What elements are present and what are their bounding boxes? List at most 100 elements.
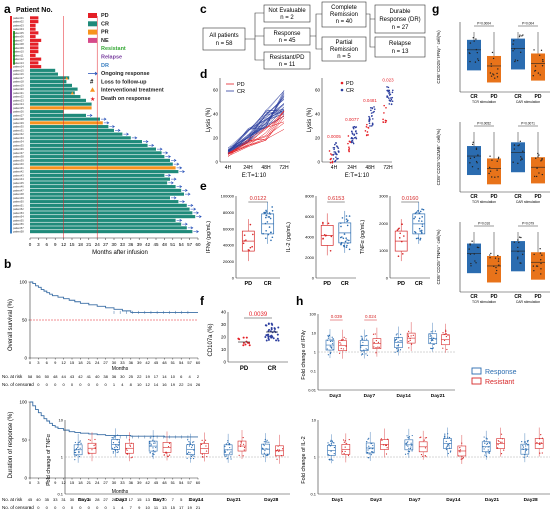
panel-h-legend: Response Resistant [471,367,517,386]
data-point [267,453,269,456]
data-point [165,451,167,453]
group-label: PD [397,281,405,287]
data-point [243,234,246,236]
data-point [409,447,412,450]
data-point [496,447,499,449]
cr-line [227,111,285,152]
cr-point [370,109,372,112]
data-point [461,456,463,458]
cr-point [387,90,390,93]
censored-value: 0 [29,382,32,387]
data-point [434,330,436,332]
censored-value: 4 [121,382,124,387]
data-point [471,143,474,146]
legend-label: Loss to follow-up [101,79,147,85]
cr-point [355,130,357,132]
patient-swimmer-bars: patient01patient02patient03patient04pati… [13,16,202,238]
patient-label: patient30 [13,125,24,129]
data-point [204,439,207,441]
data-point [407,334,409,336]
data-point [517,246,519,249]
data-point [444,433,446,435]
legend-label: CR [237,89,245,95]
data-point [445,330,447,333]
data-point [408,340,410,343]
data-point [422,208,425,211]
data-point [503,449,505,451]
data-point [264,438,266,441]
pd-point [329,158,332,161]
x-tick-label: 48 [162,480,167,485]
x-tick-label: 36 [128,242,134,247]
data-point [477,154,479,156]
risk-value: 19 [145,374,150,379]
data-point [342,338,344,341]
ongoing-arrow [157,147,163,151]
data-point [486,443,488,446]
data-point [343,452,345,455]
data-point [323,233,326,236]
data-point [190,457,192,460]
flow-not-evaluable-n: n = 2 [280,15,294,21]
data-point [497,68,499,70]
data-point [117,444,119,446]
data-point [449,442,451,445]
data-point [409,339,411,341]
censored-value: 0 [37,382,40,387]
data-point [512,50,514,52]
data-point [408,347,410,349]
dor-ylabel: Duration of response (%) [8,412,14,479]
cr-line [227,99,285,149]
cr-point [271,323,274,326]
patient-label: patient56 [13,222,24,226]
legend-label: Resistant [485,379,514,386]
patient-bar [30,136,131,140]
patient-bar [30,132,123,136]
panel-a-x-ticks: 0 3 6 9 12 15 18 21 24 27 30 33 36 39 42 45 48 51 54 57 60 [29,238,201,247]
data-point [268,216,271,218]
data-point [397,340,399,343]
os-censored-label: No. of censored [2,382,34,387]
cr-point [337,157,339,160]
data-point [79,440,81,442]
cr-point [267,338,270,341]
data-point [397,350,399,352]
group-label: CR [514,294,522,300]
data-point [270,239,272,242]
data-point [78,448,80,451]
data-point [88,438,90,441]
data-point [373,341,375,344]
group-bar-resistant [13,31,15,65]
x-tick-label: 21 [87,360,92,365]
data-point [77,445,79,447]
y-tick-label: 20000 [223,259,235,264]
os-ylabel: Overall survival (%) [8,299,14,351]
pd-point [384,119,387,122]
data-point [538,438,541,440]
data-point [348,248,351,251]
cr-point [368,120,371,122]
data-point [367,456,369,459]
panel-e-letter: e [200,179,207,193]
stim-label: CAR stimulation [516,300,540,304]
censored-value: 22 [179,382,184,387]
patient-bar [30,50,39,54]
stim-label: CAR stimulation [516,200,540,204]
cr-point [332,146,335,149]
data-point [412,334,414,336]
cytokine-box-plots: IFNγ (pg/mL)020000400006000080000100000P… [206,194,430,287]
data-point [267,448,269,450]
data-point [163,454,165,456]
stim-label: TCR stimulation [472,100,496,104]
data-point [484,454,486,456]
cd107a-ylabel: CD107a (%) [208,323,214,356]
pvalue-label: 0.039 [331,314,343,319]
data-point [206,455,208,458]
data-point [380,438,383,440]
data-point [476,162,478,164]
flow-pr-line2: Remission [330,47,358,53]
patient-bar [30,218,176,222]
patient-bar [30,87,78,91]
ongoing-arrow [196,215,202,219]
dor-censored-label: No. of censored [2,505,34,510]
